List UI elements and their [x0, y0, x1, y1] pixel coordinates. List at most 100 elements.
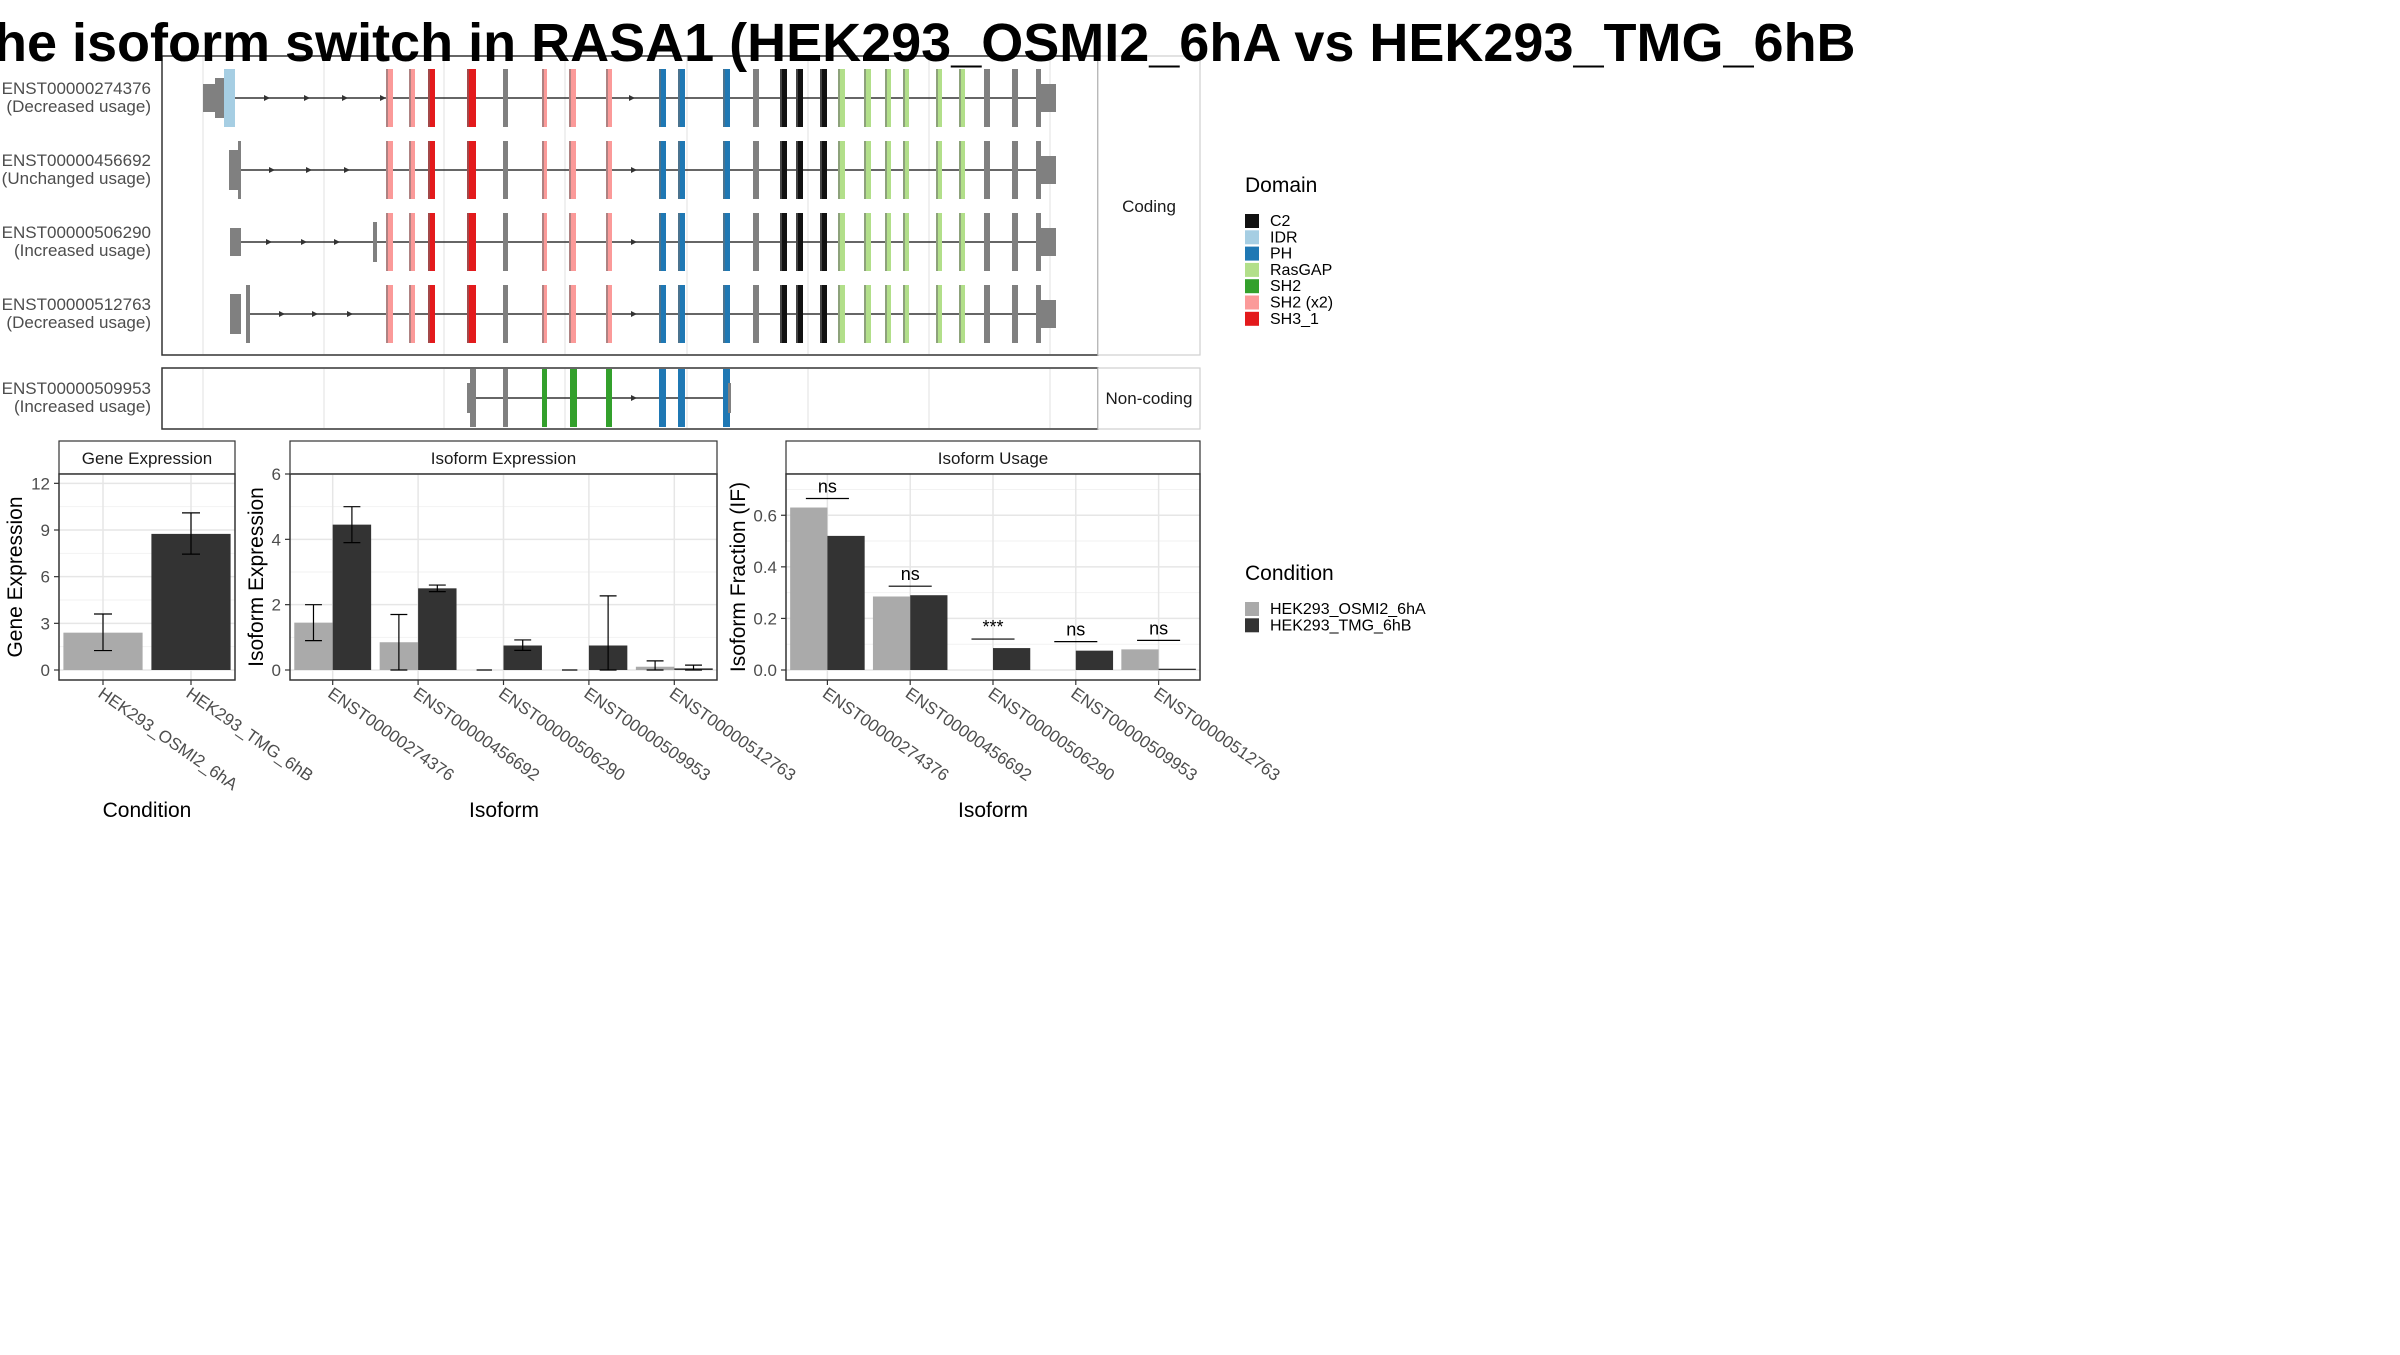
exon-edge: [569, 213, 571, 271]
legend-title: Condition: [1245, 562, 1334, 585]
y-tick-label: 12: [31, 474, 50, 493]
legend-swatch: [1245, 296, 1259, 310]
exon-edge: [780, 285, 782, 343]
exon-edge: [542, 285, 544, 343]
exon-edge: [903, 285, 905, 343]
exon-edge: [467, 141, 469, 199]
exon-edge: [723, 285, 725, 343]
exon: [238, 141, 241, 199]
exon-edge: [780, 213, 782, 271]
exon: [503, 213, 508, 271]
exon-edge: [959, 285, 961, 343]
exon-utr: [1036, 300, 1056, 328]
y-tick-label: 0.4: [753, 558, 777, 577]
panel-strip-title: Gene Expression: [82, 449, 212, 468]
y-axis-title: Gene Expression: [4, 496, 27, 657]
transcript-usage-label: (Decreased usage): [6, 313, 151, 332]
exon-edge: [820, 285, 822, 343]
y-tick-label: 6: [272, 465, 281, 484]
legend-label: C2: [1270, 213, 1291, 230]
exon-edge: [838, 213, 840, 271]
exon: [503, 369, 508, 427]
transcript-id-label: ENST00000274376: [2, 79, 151, 98]
legend-swatch: [1245, 247, 1259, 261]
legend-label: PH: [1270, 246, 1292, 263]
exon: [246, 285, 250, 343]
bar: [1076, 651, 1113, 670]
exon: [606, 369, 612, 427]
y-tick-label: 2: [272, 596, 281, 615]
panel-strip-title: Isoform Usage: [938, 449, 1049, 468]
y-tick-label: 0: [41, 661, 50, 680]
exon-edge: [659, 141, 661, 199]
exon: [659, 369, 666, 427]
figure-title: he isoform switch in RASA1 (HEK293_OSMI2…: [0, 8, 1864, 78]
exon: [373, 222, 377, 262]
legend-swatch: [1245, 230, 1259, 244]
legend-swatch: [1245, 263, 1259, 277]
exon-edge: [678, 141, 680, 199]
bar: [790, 508, 827, 670]
exon-edge: [864, 213, 866, 271]
exon: [203, 84, 215, 112]
exon-edge: [903, 141, 905, 199]
bar: [1159, 669, 1196, 670]
exon-edge: [409, 213, 411, 271]
strip-label-noncoding: Non-coding: [1106, 389, 1193, 408]
exon: [230, 228, 241, 256]
significance-label: ***: [982, 617, 1003, 637]
exon: [1012, 285, 1018, 343]
y-axis-title: Isoform Fraction (IF): [727, 482, 750, 672]
exon-edge: [606, 285, 608, 343]
coding-panel-background: [162, 56, 1098, 355]
strip-label-coding: Coding: [1122, 197, 1176, 216]
transcript-id-label: ENST00000509953: [2, 379, 151, 398]
exon-edge: [796, 141, 798, 199]
transcript-id-label: ENST00000456692: [2, 151, 151, 170]
exon-utr: [1036, 228, 1056, 256]
y-axis-title: Isoform Expression: [245, 487, 268, 667]
exon-edge: [569, 141, 571, 199]
exon-edge: [796, 213, 798, 271]
exon-edge: [820, 141, 822, 199]
y-tick-label: 6: [41, 568, 50, 587]
exon: [984, 213, 990, 271]
legend-label: HEK293_TMG_6hB: [1270, 617, 1411, 634]
exon-edge: [569, 285, 571, 343]
y-tick-label: 0.0: [753, 661, 777, 680]
exon-edge: [864, 141, 866, 199]
exon-edge: [659, 285, 661, 343]
legend-label: SH3_1: [1270, 311, 1319, 328]
y-tick-label: 0: [272, 661, 281, 680]
transcript-id-label: ENST00000506290: [2, 223, 151, 242]
exon: [215, 78, 225, 118]
exon-edge: [864, 285, 866, 343]
bar: [993, 648, 1030, 670]
legend-title: Domain: [1245, 174, 1317, 197]
exon: [503, 285, 508, 343]
bar: [827, 536, 864, 670]
exon-edge: [467, 285, 469, 343]
exon: [984, 285, 990, 343]
transcript-usage-label: (Increased usage): [14, 241, 151, 260]
chart-panel-gene-expression: Gene Expression036912HEK293_OSMI2_6hAHEK…: [4, 441, 317, 822]
legend-label: RasGAP: [1270, 262, 1332, 279]
bar: [910, 595, 947, 670]
panel-strip-title: Isoform Expression: [431, 449, 577, 468]
exon-edge: [678, 285, 680, 343]
exon: [1012, 213, 1018, 271]
exon-edge: [936, 285, 938, 343]
legend-label: SH2 (x2): [1270, 295, 1333, 312]
transcript-usage-label: (Unchanged usage): [2, 169, 151, 188]
chart-panel-isoform-expression: Isoform Expression0246ENST00000274376ENS…: [245, 441, 799, 822]
exon-edge: [903, 213, 905, 271]
noncoding-transcript-panel: ENST00000509953(Increased usage)Non-codi…: [2, 368, 1200, 429]
exon-edge: [409, 141, 411, 199]
bar: [1121, 649, 1158, 670]
legend-swatch: [1245, 602, 1259, 616]
exon-edge: [959, 141, 961, 199]
exon-edge: [723, 141, 725, 199]
y-tick-label: 9: [41, 521, 50, 540]
